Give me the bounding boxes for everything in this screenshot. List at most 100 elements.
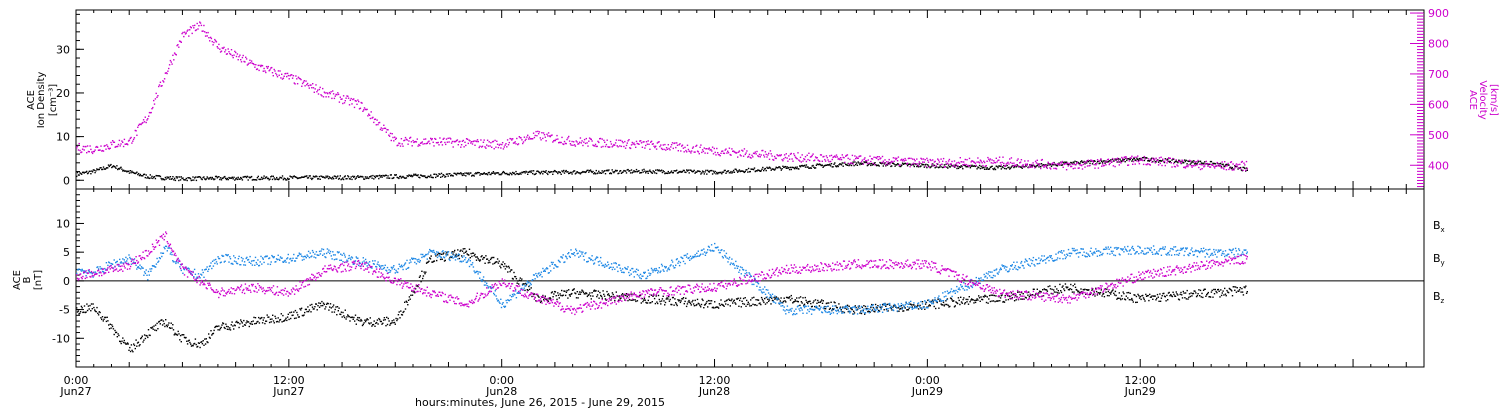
data-point bbox=[1139, 159, 1141, 161]
data-point bbox=[184, 179, 187, 181]
data-point bbox=[682, 297, 685, 299]
data-point bbox=[147, 270, 150, 273]
data-point bbox=[1005, 163, 1007, 165]
data-point bbox=[775, 296, 778, 298]
data-point bbox=[823, 155, 825, 158]
data-point bbox=[461, 255, 463, 257]
data-point bbox=[802, 165, 804, 167]
data-point bbox=[875, 164, 877, 166]
data-point bbox=[204, 35, 207, 37]
data-point bbox=[1220, 289, 1222, 291]
data-point bbox=[1235, 291, 1238, 293]
data-point bbox=[1115, 159, 1117, 161]
data-point bbox=[203, 344, 205, 346]
data-point bbox=[465, 144, 467, 147]
data-point bbox=[122, 169, 125, 171]
data-point bbox=[727, 170, 729, 172]
data-point bbox=[1094, 295, 1096, 297]
data-point bbox=[920, 165, 922, 167]
data-point bbox=[953, 306, 956, 308]
data-point bbox=[766, 302, 768, 304]
data-point bbox=[579, 137, 582, 139]
data-point bbox=[1235, 163, 1238, 165]
data-point bbox=[795, 167, 797, 170]
data-point bbox=[1106, 159, 1109, 161]
data-point bbox=[626, 142, 628, 144]
data-point bbox=[955, 301, 957, 303]
data-point bbox=[985, 165, 987, 167]
data-point bbox=[574, 292, 576, 294]
data-point bbox=[165, 72, 167, 74]
data-point bbox=[468, 139, 470, 141]
data-point bbox=[758, 169, 760, 171]
data-point bbox=[889, 162, 891, 164]
data-point bbox=[887, 310, 889, 312]
data-point bbox=[776, 154, 778, 156]
data-point bbox=[1217, 162, 1219, 165]
data-point bbox=[1144, 157, 1146, 159]
data-point bbox=[877, 305, 879, 307]
data-point bbox=[375, 321, 378, 324]
data-point bbox=[138, 123, 141, 125]
data-point bbox=[1074, 283, 1076, 285]
data-point bbox=[732, 302, 734, 304]
data-point bbox=[1004, 167, 1006, 170]
data-point bbox=[1074, 286, 1077, 288]
data-point bbox=[563, 143, 565, 146]
data-point bbox=[388, 135, 391, 137]
data-point bbox=[727, 150, 729, 152]
data-point bbox=[1026, 163, 1028, 165]
data-point bbox=[204, 268, 207, 271]
data-point bbox=[911, 163, 914, 166]
data-point bbox=[1234, 165, 1237, 168]
data-point bbox=[398, 142, 400, 144]
data-point bbox=[160, 85, 162, 87]
data-point bbox=[957, 297, 960, 299]
data-point bbox=[909, 166, 911, 168]
data-point bbox=[423, 138, 425, 140]
data-point bbox=[564, 294, 567, 297]
data-point bbox=[632, 143, 634, 145]
data-point bbox=[179, 339, 181, 341]
data-point bbox=[619, 170, 621, 172]
data-point bbox=[191, 179, 193, 181]
data-point bbox=[961, 161, 963, 163]
data-point bbox=[224, 177, 227, 180]
data-point bbox=[716, 171, 718, 174]
data-point bbox=[997, 300, 999, 302]
data-point bbox=[389, 324, 391, 326]
data-point bbox=[1173, 162, 1175, 165]
data-point bbox=[193, 268, 196, 271]
data-point bbox=[183, 336, 186, 339]
data-point bbox=[149, 268, 151, 270]
data-point bbox=[760, 170, 762, 172]
data-point bbox=[790, 152, 792, 155]
x-date-label: Jun28 bbox=[485, 385, 517, 398]
data-point bbox=[123, 170, 126, 172]
data-point bbox=[1179, 293, 1181, 296]
data-point bbox=[699, 304, 701, 307]
data-point bbox=[356, 176, 358, 178]
data-point bbox=[559, 293, 561, 295]
data-point bbox=[154, 329, 156, 331]
data-point bbox=[86, 145, 89, 147]
data-point bbox=[214, 40, 217, 42]
data-point bbox=[412, 139, 414, 142]
data-point bbox=[250, 260, 253, 262]
data-point bbox=[181, 334, 183, 336]
data-point bbox=[1122, 159, 1124, 161]
data-point bbox=[90, 148, 92, 151]
data-point bbox=[197, 345, 199, 348]
data-point bbox=[588, 293, 590, 296]
data-point bbox=[938, 307, 940, 309]
data-point bbox=[441, 175, 444, 178]
data-point bbox=[1243, 162, 1245, 164]
data-point bbox=[875, 307, 878, 309]
data-point bbox=[104, 269, 107, 271]
data-point bbox=[232, 263, 234, 265]
data-point bbox=[650, 140, 653, 142]
data-point bbox=[499, 173, 501, 175]
data-point bbox=[1222, 167, 1224, 169]
data-point bbox=[569, 171, 572, 174]
data-point bbox=[570, 171, 572, 174]
